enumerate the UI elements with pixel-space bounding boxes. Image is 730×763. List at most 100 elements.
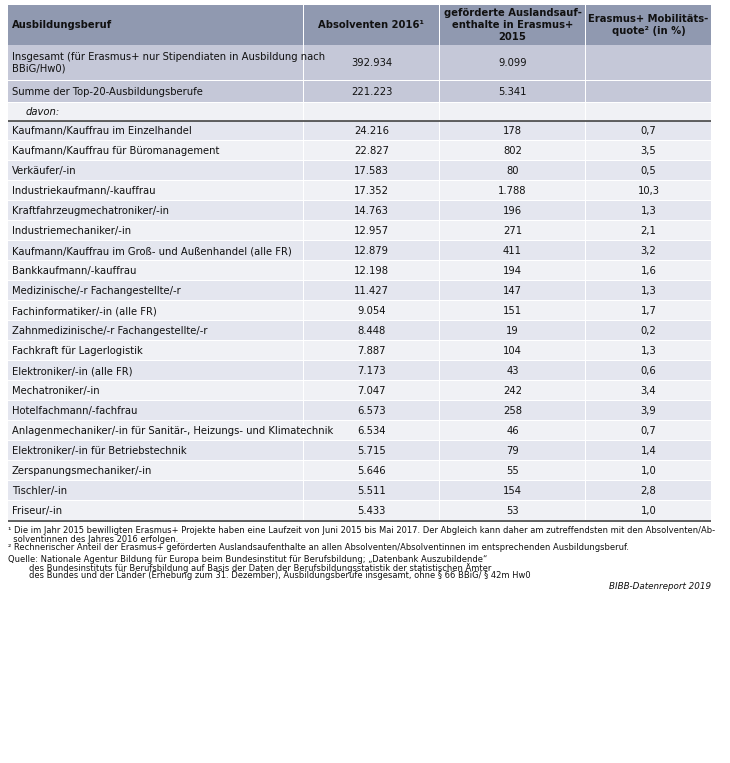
Text: Fachkraft für Lagerlogistik: Fachkraft für Lagerlogistik bbox=[12, 346, 143, 356]
Bar bbox=[8, 481, 303, 500]
Bar bbox=[440, 141, 585, 160]
Text: 6.534: 6.534 bbox=[357, 426, 385, 436]
Bar bbox=[8, 103, 303, 120]
Text: Erasmus+ Mobilitäts-
quote² (in %): Erasmus+ Mobilitäts- quote² (in %) bbox=[588, 14, 709, 36]
Bar bbox=[304, 441, 439, 460]
Text: 22.827: 22.827 bbox=[354, 146, 389, 156]
Text: 0,7: 0,7 bbox=[641, 426, 656, 436]
Bar bbox=[586, 45, 711, 80]
Text: Absolventen 2016¹: Absolventen 2016¹ bbox=[318, 20, 425, 30]
Bar bbox=[304, 341, 439, 360]
Bar bbox=[586, 221, 711, 240]
Bar bbox=[8, 321, 303, 340]
Text: Kaufmann/Kauffrau im Einzelhandel: Kaufmann/Kauffrau im Einzelhandel bbox=[12, 126, 192, 136]
Text: 19: 19 bbox=[506, 326, 519, 336]
Text: 8.448: 8.448 bbox=[358, 326, 385, 336]
Bar bbox=[440, 341, 585, 360]
Text: 5.511: 5.511 bbox=[357, 486, 386, 496]
Text: Mechatroniker/-in: Mechatroniker/-in bbox=[12, 386, 99, 396]
Bar bbox=[440, 281, 585, 300]
Text: 12.198: 12.198 bbox=[354, 266, 389, 276]
Text: Industriemechaniker/-in: Industriemechaniker/-in bbox=[12, 226, 131, 236]
Text: 53: 53 bbox=[506, 506, 519, 516]
Bar bbox=[8, 281, 303, 300]
Bar bbox=[304, 381, 439, 400]
Bar bbox=[586, 5, 711, 45]
Text: geförderte Auslandsauf-
enthalte in Erasmus+
2015: geförderte Auslandsauf- enthalte in Eras… bbox=[444, 8, 581, 42]
Text: Friseur/-in: Friseur/-in bbox=[12, 506, 62, 516]
Bar bbox=[440, 221, 585, 240]
Bar bbox=[586, 301, 711, 320]
Bar bbox=[304, 461, 439, 480]
Text: 1.788: 1.788 bbox=[499, 186, 527, 196]
Bar bbox=[586, 401, 711, 420]
Text: 2,8: 2,8 bbox=[641, 486, 656, 496]
Text: Zerspanungsmechaniker/-in: Zerspanungsmechaniker/-in bbox=[12, 466, 153, 476]
Text: des Bundes und der Länder (Erhebung zum 31. Dezember), Ausbildungsberufe insgesa: des Bundes und der Länder (Erhebung zum … bbox=[8, 571, 531, 581]
Text: 178: 178 bbox=[503, 126, 522, 136]
Bar bbox=[8, 81, 303, 102]
Bar bbox=[8, 461, 303, 480]
Text: 1,3: 1,3 bbox=[641, 346, 656, 356]
Text: 154: 154 bbox=[503, 486, 522, 496]
Text: 7.047: 7.047 bbox=[357, 386, 385, 396]
Text: 5.341: 5.341 bbox=[499, 87, 527, 97]
Text: 46: 46 bbox=[506, 426, 519, 436]
Text: 80: 80 bbox=[506, 166, 519, 176]
Bar bbox=[8, 161, 303, 180]
Text: 5.715: 5.715 bbox=[357, 446, 386, 456]
Text: 1,7: 1,7 bbox=[640, 306, 656, 316]
Bar bbox=[440, 201, 585, 220]
Text: 392.934: 392.934 bbox=[351, 58, 392, 68]
Text: Zahnmedizinische/-r Fachangestellte/-r: Zahnmedizinische/-r Fachangestellte/-r bbox=[12, 326, 207, 336]
Bar bbox=[304, 241, 439, 260]
Bar bbox=[8, 221, 303, 240]
Text: 147: 147 bbox=[503, 286, 522, 296]
Text: 1,0: 1,0 bbox=[641, 466, 656, 476]
Bar bbox=[304, 81, 439, 102]
Bar bbox=[8, 441, 303, 460]
Bar bbox=[440, 121, 585, 140]
Text: Fachinformatiker/-in (alle FR): Fachinformatiker/-in (alle FR) bbox=[12, 306, 157, 316]
Text: Medizinische/-r Fachangestellte/-r: Medizinische/-r Fachangestellte/-r bbox=[12, 286, 181, 296]
Bar bbox=[586, 281, 711, 300]
Bar bbox=[8, 501, 303, 520]
Bar bbox=[304, 103, 439, 120]
Text: Industriekaufmann/-kauffrau: Industriekaufmann/-kauffrau bbox=[12, 186, 155, 196]
Text: 1,4: 1,4 bbox=[641, 446, 656, 456]
Bar bbox=[440, 421, 585, 440]
Text: 12.957: 12.957 bbox=[354, 226, 389, 236]
Bar bbox=[8, 381, 303, 400]
Text: solventinnen des Jahres 2016 erfolgen.: solventinnen des Jahres 2016 erfolgen. bbox=[8, 535, 178, 543]
Bar bbox=[586, 261, 711, 280]
Bar bbox=[586, 501, 711, 520]
Text: 6.573: 6.573 bbox=[357, 406, 386, 416]
Bar bbox=[586, 201, 711, 220]
Bar bbox=[8, 401, 303, 420]
Text: 151: 151 bbox=[503, 306, 522, 316]
Text: Elektroniker/-in (alle FR): Elektroniker/-in (alle FR) bbox=[12, 366, 133, 376]
Text: 196: 196 bbox=[503, 206, 522, 216]
Bar bbox=[8, 421, 303, 440]
Text: 802: 802 bbox=[503, 146, 522, 156]
Bar bbox=[586, 421, 711, 440]
Bar bbox=[8, 361, 303, 380]
Bar bbox=[440, 321, 585, 340]
Bar bbox=[304, 121, 439, 140]
Text: 9.054: 9.054 bbox=[357, 306, 385, 316]
Bar bbox=[440, 261, 585, 280]
Text: Anlagenmechaniker/-in für Sanitär-, Heizungs- und Klimatechnik: Anlagenmechaniker/-in für Sanitär-, Heiz… bbox=[12, 426, 334, 436]
Text: des Bundesinstituts für Berufsbildung auf Basis der Daten der Berufsbildungsstat: des Bundesinstituts für Berufsbildung au… bbox=[8, 563, 491, 573]
Bar bbox=[304, 5, 439, 45]
Bar bbox=[586, 141, 711, 160]
Text: ² Rechnerischer Anteil der Erasmus+ geförderten Auslandsaufenthalte an allen Abs: ² Rechnerischer Anteil der Erasmus+ gefö… bbox=[8, 543, 629, 552]
Bar bbox=[8, 5, 303, 45]
Bar bbox=[304, 301, 439, 320]
Text: 1,6: 1,6 bbox=[640, 266, 656, 276]
Bar bbox=[304, 221, 439, 240]
Text: Bankkaufmann/-kauffrau: Bankkaufmann/-kauffrau bbox=[12, 266, 137, 276]
Bar bbox=[304, 201, 439, 220]
Bar bbox=[586, 241, 711, 260]
Bar bbox=[304, 501, 439, 520]
Bar bbox=[586, 161, 711, 180]
